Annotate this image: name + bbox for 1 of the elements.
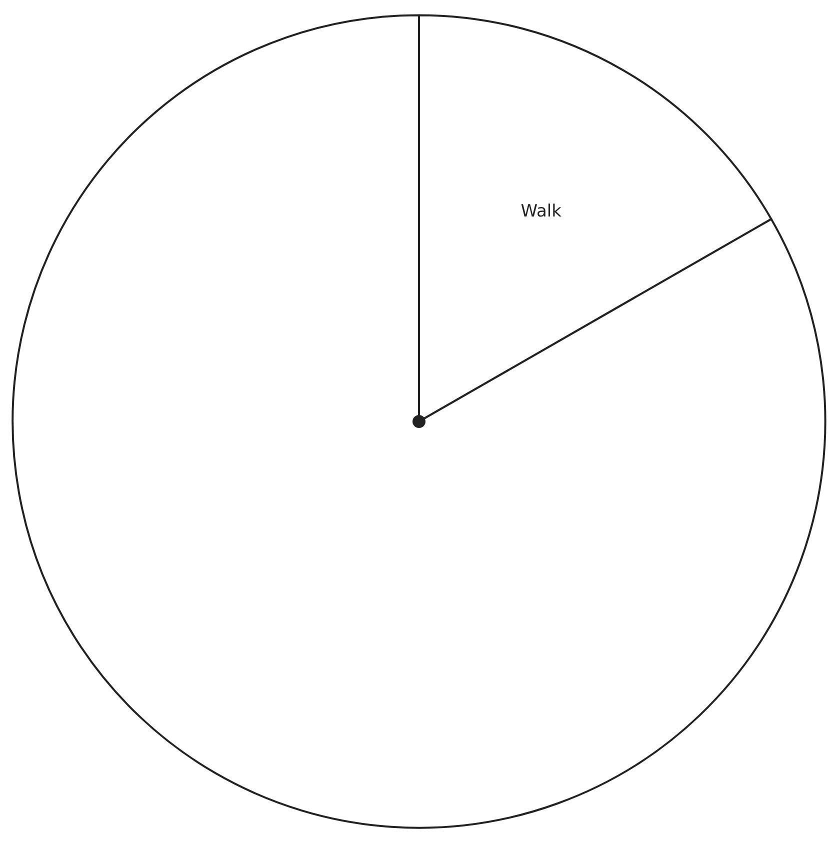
slice-label: Walk: [520, 201, 562, 222]
